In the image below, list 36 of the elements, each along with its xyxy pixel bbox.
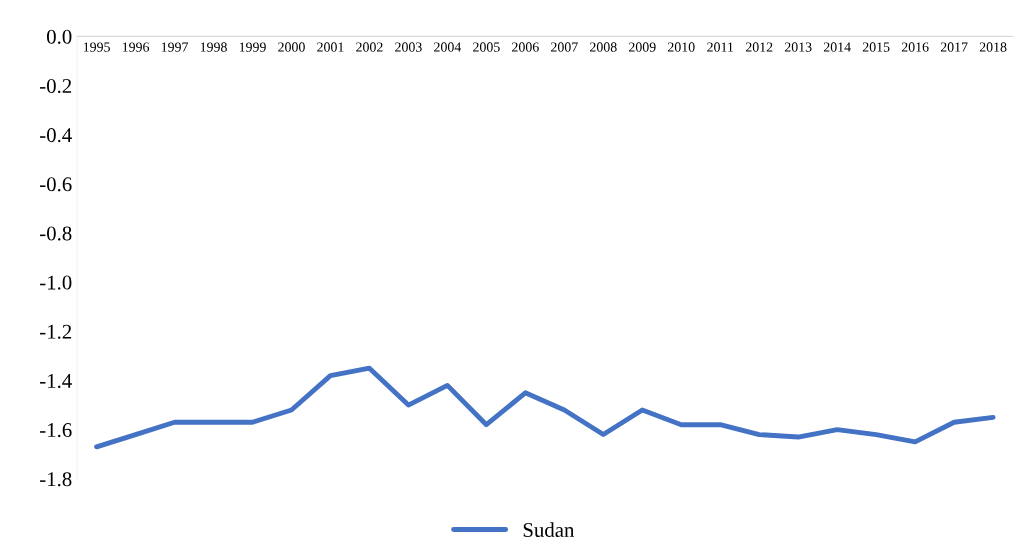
x-tick-label: 2009 [629,42,656,52]
x-tick-label: 2000 [278,42,305,52]
line-series [94,365,996,450]
x-tick-label: 2015 [862,42,890,52]
x-tick-label: 2003 [395,42,422,52]
x-tick-label: 1997 [161,42,189,52]
x-tick-label: 2018 [979,42,1007,52]
x-tick-label: 2010 [667,42,695,52]
y-tick-label: -1.4 [40,373,72,389]
y-tick-label: 0.0 [46,29,72,44]
x-tick-label: 2001 [317,42,344,52]
y-tick-label: -0.6 [40,177,72,192]
y-tick-label: -0.2 [40,78,72,94]
x-tick-label: 2002 [356,42,383,52]
y-tick-label: -1.8 [40,472,72,487]
x-tick-label: 2014 [823,42,851,52]
y-tick-label: -1.2 [40,324,72,339]
x-tick-label: 2013 [784,42,812,52]
y-tick-label: -1.6 [40,423,72,438]
y-tick-label: -1.0 [40,275,72,290]
x-tick-label: 1996 [122,42,150,52]
x-tick-label: 2012 [745,42,773,52]
x-tick-label: 2006 [512,42,539,52]
x-tick-label: 2007 [551,42,578,52]
legend-label: Sudan [523,522,575,538]
x-tick-label: 1995 [83,42,110,52]
y-tick-label: -0.4 [40,128,72,143]
x-tick-label: 2016 [901,42,929,52]
x-tick-label: 2011 [707,42,734,52]
x-tick-label: 1998 [200,42,227,52]
x-tick-label: 2005 [473,42,500,52]
x-tick-label: 2008 [590,42,617,52]
x-tick-label: 2004 [434,42,462,52]
x-tick-label: 1999 [239,42,266,52]
x-tick-label: 2017 [940,42,968,52]
y-tick-label: -0.8 [40,226,72,241]
